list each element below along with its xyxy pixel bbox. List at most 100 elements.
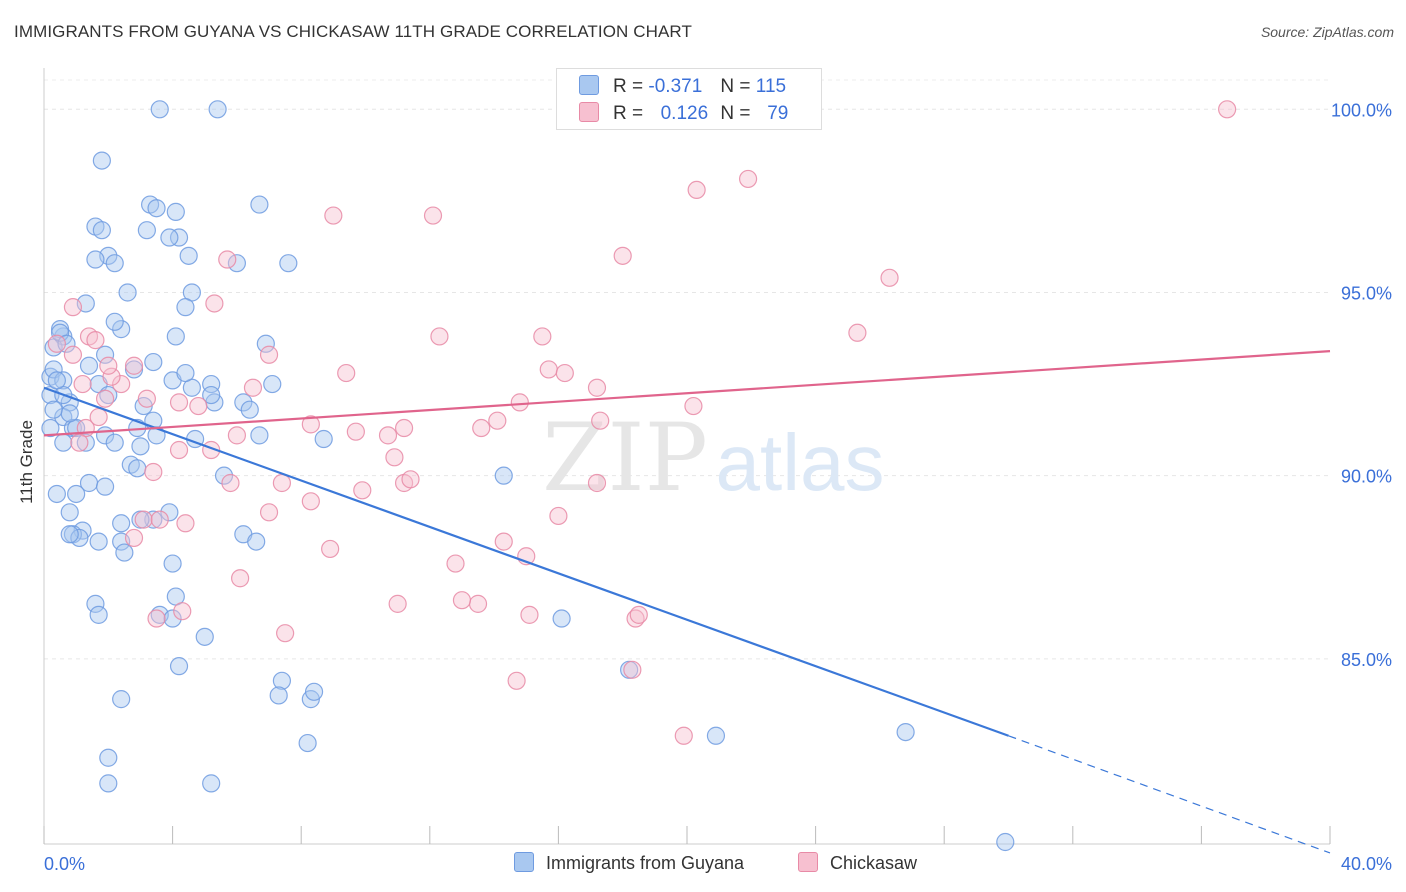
point-chickasaw	[674, 726, 693, 745]
trend-line-guyana	[43, 386, 1009, 737]
bottom-legend-swatch-chickasaw	[798, 852, 818, 872]
y-tick-label: 95.0%	[1341, 283, 1392, 303]
point-chickasaw	[95, 389, 115, 408]
point-chickasaw	[89, 407, 108, 427]
legend-swatch-guyana	[579, 75, 599, 95]
point-chickasaw	[539, 360, 558, 379]
point-guyana	[54, 433, 73, 452]
chart-title: IMMIGRANTS FROM GUYANA VS CHICKASAW 11TH…	[14, 22, 692, 41]
point-guyana	[60, 525, 79, 544]
point-guyana	[706, 726, 726, 745]
point-guyana	[269, 686, 288, 705]
point-guyana	[208, 100, 227, 119]
point-chickasaw	[169, 393, 189, 412]
point-guyana	[99, 748, 118, 767]
point-chickasaw	[47, 334, 66, 353]
point-guyana	[896, 722, 915, 742]
point-chickasaw	[169, 440, 189, 460]
point-chickasaw	[63, 298, 83, 317]
point-guyana	[92, 221, 111, 240]
point-guyana	[298, 733, 317, 753]
legend-n-label: N =	[720, 76, 751, 97]
point-chickasaw	[70, 433, 89, 452]
point-guyana	[112, 690, 131, 709]
point-guyana	[60, 404, 79, 423]
point-chickasaw	[629, 605, 648, 624]
point-guyana	[60, 503, 79, 522]
trend-line-chickasaw	[43, 349, 1331, 437]
point-guyana	[163, 554, 182, 573]
watermark-zip: ZIP	[542, 404, 708, 513]
point-chickasaw	[86, 331, 105, 350]
point-guyana	[202, 385, 221, 405]
point-guyana	[112, 514, 131, 533]
point-guyana	[47, 484, 66, 504]
point-chickasaw	[507, 671, 526, 690]
legend-r-label: R =	[613, 103, 644, 124]
point-guyana	[41, 418, 60, 438]
point-guyana	[169, 228, 189, 247]
point-chickasaw	[73, 374, 92, 394]
point-guyana	[92, 151, 111, 170]
bottom-legend-chickasaw: Chickasaw	[798, 852, 917, 874]
point-chickasaw	[259, 503, 279, 522]
trend-line-guyana-extension	[1008, 735, 1331, 854]
point-guyana	[147, 199, 166, 218]
point-chickasaw	[587, 473, 607, 493]
point-chickasaw	[102, 367, 121, 386]
point-chickasaw	[394, 418, 414, 438]
point-chickasaw	[533, 327, 552, 346]
point-chickasaw	[468, 594, 488, 613]
point-chickasaw	[423, 206, 443, 225]
point-guyana	[89, 532, 108, 551]
point-chickasaw	[137, 389, 156, 408]
point-chickasaw	[549, 506, 568, 526]
point-guyana	[263, 374, 282, 394]
point-chickasaw	[272, 473, 292, 493]
point-chickasaw	[494, 532, 513, 551]
point-guyana	[256, 334, 275, 353]
point-chickasaw	[346, 422, 365, 441]
watermark-atlas: atlas	[716, 418, 885, 507]
point-guyana	[105, 254, 124, 273]
point-chickasaw	[684, 396, 703, 416]
point-chickasaw	[388, 594, 407, 613]
point-guyana	[95, 345, 115, 364]
point-guyana	[115, 543, 134, 562]
point-chickasaw	[173, 602, 192, 621]
legend-swatch-chickasaw	[579, 102, 599, 122]
point-guyana	[166, 202, 185, 221]
point-guyana	[234, 393, 253, 412]
point-guyana	[95, 477, 115, 496]
point-guyana	[272, 671, 292, 690]
point-chickasaw	[243, 378, 263, 397]
bottom-legend-swatch-guyana	[514, 852, 534, 872]
x-tick-label: 40.0%	[1341, 854, 1392, 874]
point-guyana	[67, 484, 86, 504]
point-guyana	[57, 334, 76, 353]
point-guyana	[86, 250, 105, 269]
point-chickasaw	[147, 609, 166, 628]
point-guyana	[50, 323, 70, 342]
legend-r-value: 0.126	[660, 103, 709, 124]
point-guyana	[179, 246, 198, 265]
legend-n-value: 79	[767, 103, 789, 124]
point-chickasaw	[112, 374, 131, 394]
point-guyana	[118, 283, 137, 302]
point-chickasaw	[446, 554, 465, 573]
legend-r-value: -0.371	[648, 76, 703, 97]
legend-row-guyana: R = -0.371 N = 115	[579, 75, 786, 99]
point-guyana	[144, 510, 163, 529]
point-guyana	[250, 195, 269, 214]
point-guyana	[279, 254, 298, 273]
point-chickasaw	[124, 528, 144, 548]
y-tick-label: 90.0%	[1341, 467, 1392, 487]
point-guyana	[44, 400, 63, 419]
point-guyana	[99, 774, 118, 793]
point-chickasaw	[623, 660, 642, 679]
bottom-legend-label-chickasaw: Chickasaw	[830, 853, 918, 873]
point-chickasaw	[353, 481, 372, 500]
point-chickasaw	[848, 323, 867, 342]
point-chickasaw	[687, 180, 706, 200]
point-guyana	[144, 352, 163, 372]
